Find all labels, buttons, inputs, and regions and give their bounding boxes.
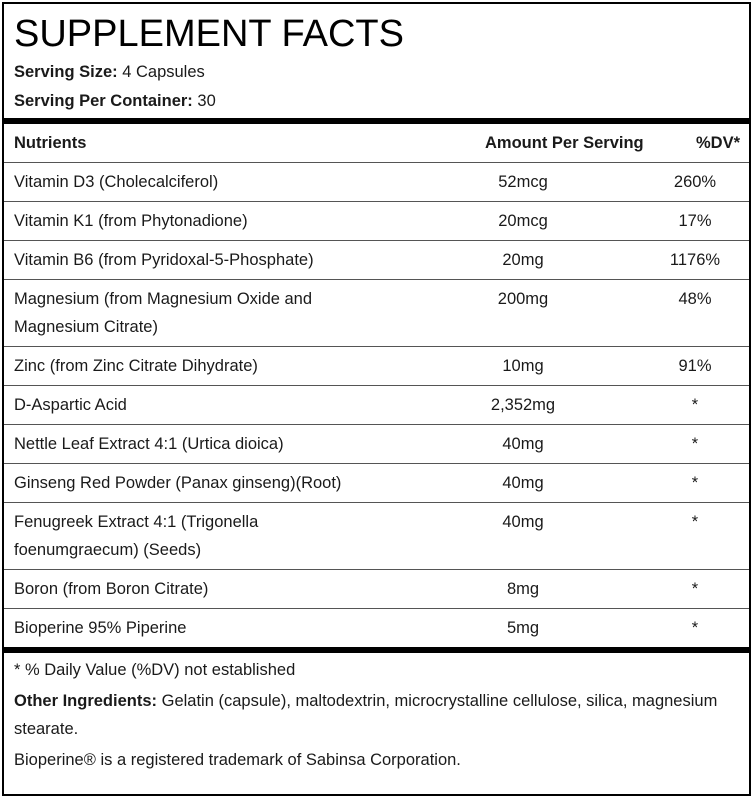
nutrient-row: Fenugreek Extract 4:1 (Trigonella foenum… xyxy=(4,503,749,570)
nutrient-cell: Vitamin B6 (from Pyridoxal-5-Phosphate) xyxy=(4,241,473,279)
dv-cell: * xyxy=(691,396,699,414)
value: 30 xyxy=(197,92,216,110)
nutrient-name: D-Aspartic Acid xyxy=(14,396,127,414)
nutrient-name: Vitamin B6 (from Pyridoxal-5-Phosphate) xyxy=(14,251,314,269)
nutrient-row: Vitamin K1 (from Phytonadione) 20mcg 17% xyxy=(4,202,749,241)
dv-cell: 260% xyxy=(673,173,717,191)
nutrient-cell: D-Aspartic Acid xyxy=(4,386,473,424)
nutrient-name: Bioperine 95% Piperine xyxy=(14,619,187,637)
label: Serving Size: xyxy=(14,63,118,81)
nutrient-row: D-Aspartic Acid 2,352mg * xyxy=(4,386,749,425)
thick-rule xyxy=(4,118,749,124)
value: Gelatin (capsule), maltodextrin, microcr… xyxy=(14,692,718,738)
thick-rule xyxy=(4,647,749,653)
nutrient-cell: Magnesium (from Magnesium Oxide and Magn… xyxy=(4,280,473,346)
nutrient-name: Magnesium (from Magnesium Oxide and Magn… xyxy=(14,290,313,336)
column-header: Amount Per Serving xyxy=(485,134,644,152)
nutrient-name: Nettle Leaf Extract 4:1 (Urtica dioica) xyxy=(14,435,284,453)
amount-cell: 200mg xyxy=(497,290,549,308)
nutrient-cell: Vitamin D3 (Cholecalciferol) xyxy=(4,163,473,201)
dv-cell: * xyxy=(691,435,699,453)
nutrient-cell: Fenugreek Extract 4:1 (Trigonella foenum… xyxy=(4,503,473,569)
footnote: * % Daily Value (%DV) not established xyxy=(14,661,296,679)
dv-cell: * xyxy=(691,619,699,637)
nutrient-name: Fenugreek Extract 4:1 (Trigonella foenum… xyxy=(14,513,259,559)
amount-cell: 5mg xyxy=(506,619,540,637)
dv-cell: 1176% xyxy=(669,251,721,269)
nutrient-name: Ginseng Red Powder (Panax ginseng)(Root) xyxy=(14,474,342,492)
other-ingredients: Other Ingredients: Gelatin (capsule), ma… xyxy=(4,687,749,743)
value: 4 Capsules xyxy=(122,63,205,81)
nutrient-row: Vitamin B6 (from Pyridoxal-5-Phosphate) 2… xyxy=(4,241,749,280)
dv-cell: * xyxy=(691,580,699,598)
amount-cell: 20mg xyxy=(502,251,544,269)
header-row: Nutrients Amount Per Serving %DV* xyxy=(4,124,749,163)
nutrient-cell: Bioperine 95% Piperine xyxy=(4,609,473,647)
dv-cell: 91% xyxy=(678,357,712,375)
column-header: Nutrients xyxy=(14,134,87,152)
nutrient-cell: Vitamin K1 (from Phytonadione) xyxy=(4,202,473,240)
title: SUPPLEMENT FACTS xyxy=(14,13,404,55)
nutrient-row: Bioperine 95% Piperine 5mg * xyxy=(4,609,749,647)
dv-cell: * xyxy=(691,513,699,531)
amount-cell: 40mg xyxy=(502,513,544,531)
nutrient-name: Vitamin K1 (from Phytonadione) xyxy=(14,212,248,230)
nutrient-name: Boron (from Boron Citrate) xyxy=(14,580,209,598)
nutrient-cell: Ginseng Red Powder (Panax ginseng)(Root) xyxy=(4,464,473,502)
servings-per-container: Serving Per Container: 30 xyxy=(4,87,749,116)
amount-cell: 40mg xyxy=(502,474,544,492)
nutrient-name: Zinc (from Zinc Citrate Dihydrate) xyxy=(14,357,258,375)
nutrient-name: Vitamin D3 (Cholecalciferol) xyxy=(14,173,219,191)
column-header: %DV* xyxy=(695,134,740,152)
nutrient-row: Ginseng Red Powder (Panax ginseng)(Root)… xyxy=(4,464,749,503)
dv-cell: 48% xyxy=(678,290,712,308)
amount-cell: 52mcg xyxy=(498,173,548,191)
nutrient-row: Zinc (from Zinc Citrate Dihydrate) 10mg 91… xyxy=(4,347,749,386)
amount-cell: 20mcg xyxy=(498,212,548,230)
nutrient-row: Boron (from Boron Citrate) 8mg * xyxy=(4,570,749,609)
nutrient-cell: Nettle Leaf Extract 4:1 (Urtica dioica) xyxy=(4,425,473,463)
nutrient-row: Magnesium (from Magnesium Oxide and Magn… xyxy=(4,280,749,347)
trademark: Bioperine® is a registered trademark of … xyxy=(14,751,461,769)
dv-cell: * xyxy=(691,474,699,492)
label: Other Ingredients: xyxy=(14,692,158,710)
nutrient-cell: Zinc (from Zinc Citrate Dihydrate) xyxy=(4,347,473,385)
amount-cell: 40mg xyxy=(502,435,544,453)
serving-size: Serving Size: 4 Capsules xyxy=(4,58,749,87)
nutrient-cell: Boron (from Boron Citrate) xyxy=(4,570,473,608)
label: Serving Per Container: xyxy=(14,92,193,110)
dv-cell: 17% xyxy=(678,212,712,230)
amount-cell: 8mg xyxy=(506,580,540,598)
nutrient-row: Vitamin D3 (Cholecalciferol) 52mcg 260% xyxy=(4,163,749,202)
nutrient-row: Nettle Leaf Extract 4:1 (Urtica dioica) 4… xyxy=(4,425,749,464)
amount-cell: 10mg xyxy=(502,357,544,375)
amount-cell: 2,352mg xyxy=(490,396,556,414)
nutrient-table: Nutrients Amount Per Serving %DV* Vitami… xyxy=(4,124,749,647)
